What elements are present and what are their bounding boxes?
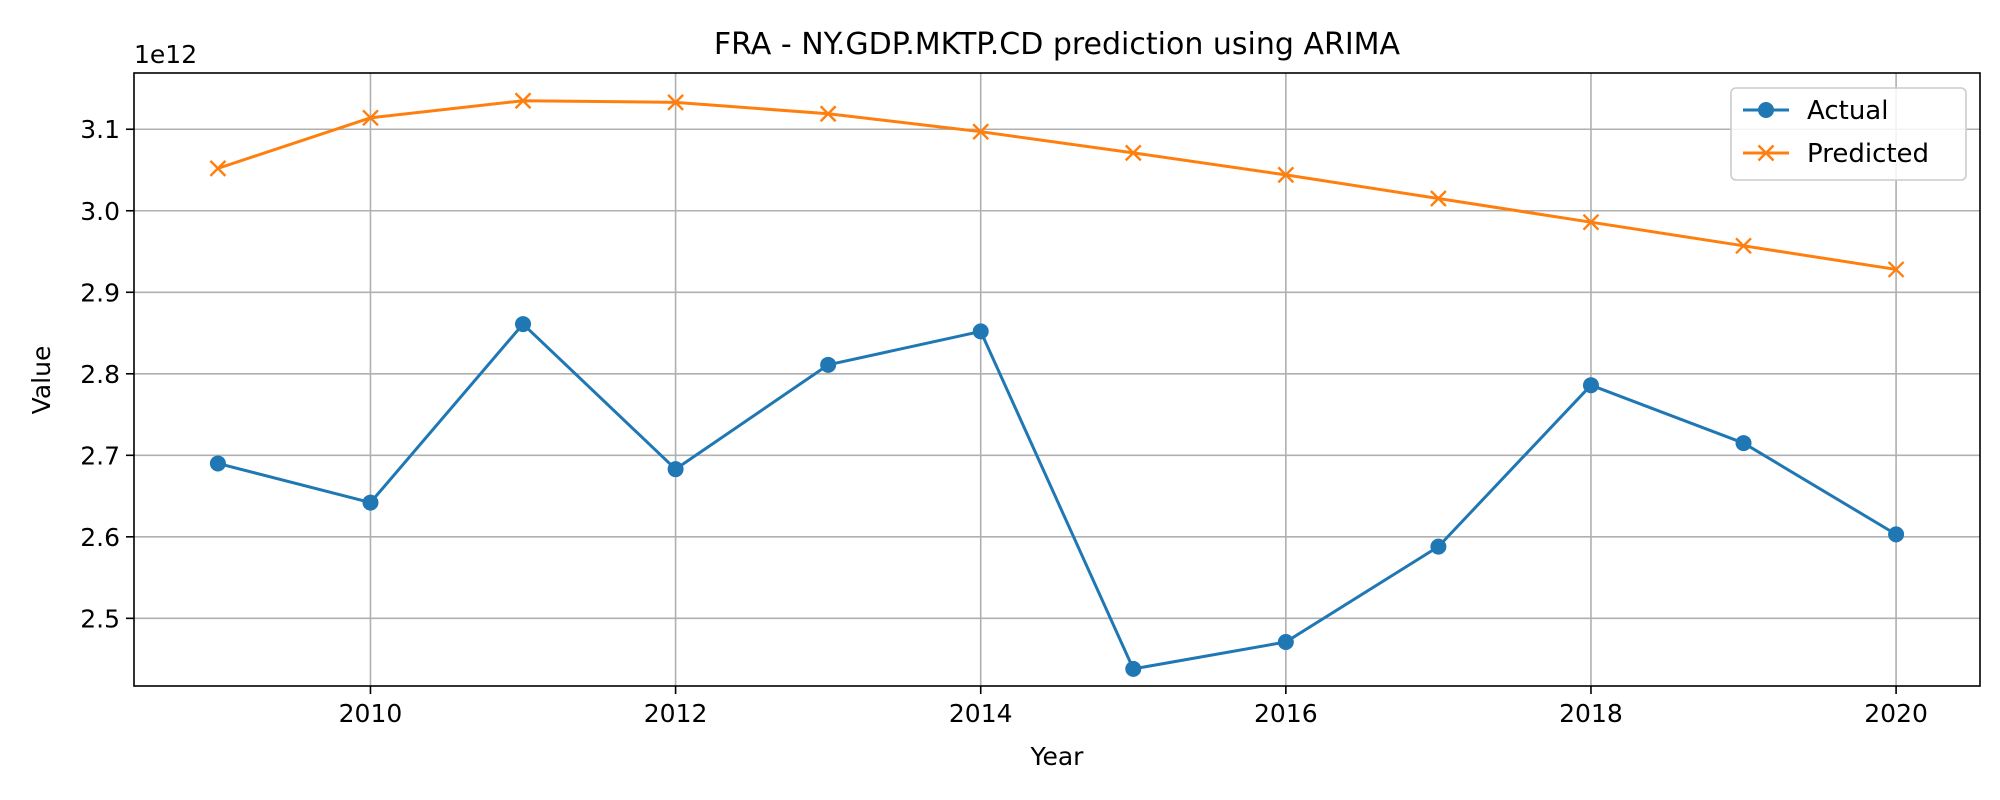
- data-point-predicted: [1124, 144, 1142, 162]
- y-tick-label: 2.6: [80, 523, 120, 552]
- data-point-predicted: [514, 92, 532, 110]
- x-axis-label: Year: [1030, 742, 1085, 771]
- y-tick-label: 2.8: [80, 360, 120, 389]
- data-point-actual: [1125, 660, 1142, 677]
- data-point-actual: [209, 455, 226, 472]
- data-point-actual: [820, 356, 837, 373]
- data-point-predicted: [1582, 213, 1600, 231]
- series-line-predicted: [217, 99, 1897, 271]
- plot-frame: [133, 72, 1981, 687]
- legend-marker: [1758, 102, 1774, 118]
- data-point-predicted: [209, 160, 227, 177]
- y-tick-label: 2.5: [80, 604, 120, 633]
- legend-label: Actual: [1807, 96, 1888, 126]
- data-point-predicted: [362, 109, 379, 127]
- data-point-actual: [1430, 538, 1447, 555]
- data-point-predicted: [1277, 166, 1295, 184]
- x-tick-label: 2010: [339, 699, 403, 728]
- data-point-actual: [667, 461, 684, 478]
- data-point-actual: [1735, 435, 1752, 452]
- x-tick-label: 2012: [644, 699, 708, 728]
- data-point-actual: [1582, 377, 1599, 394]
- y-axis-label: Value: [27, 346, 56, 415]
- series-line-actual: [217, 322, 1897, 671]
- data-point-predicted: [667, 93, 684, 111]
- data-point-predicted: [1735, 237, 1752, 255]
- data-point-actual: [362, 494, 379, 511]
- data-point-actual: [1888, 526, 1905, 543]
- legend-box: [1730, 87, 1967, 181]
- data-point-predicted: [972, 123, 990, 141]
- series-layer: [209, 92, 1905, 677]
- chart-title: FRA - NY.GDP.MKTP.CD prediction using AR…: [714, 27, 1401, 62]
- y-offset-label: 1e12: [134, 40, 197, 69]
- legend-marker: [1757, 144, 1775, 162]
- data-point-actual: [1277, 633, 1294, 650]
- x-tick-label: 2016: [1254, 699, 1318, 728]
- legend-label: Predicted: [1807, 139, 1929, 169]
- y-tick-label: 2.7: [80, 441, 120, 470]
- data-point-actual: [515, 316, 532, 333]
- y-tick-label: 3.0: [80, 197, 120, 226]
- legend: Actual Predicted: [1730, 87, 1967, 181]
- data-point-predicted: [1430, 190, 1447, 207]
- data-point-actual: [972, 323, 989, 340]
- x-tick-label: 2018: [1559, 699, 1623, 728]
- data-point-predicted: [819, 105, 837, 123]
- axis-ticks: 2010 2012 2014 2016 2018 2020 2.5 2.6 2.7 2.8 2.9 3…: [80, 115, 1928, 728]
- data-point-predicted: [1887, 261, 1905, 278]
- x-tick-label: 2014: [949, 699, 1013, 728]
- x-tick-label: 2020: [1864, 699, 1928, 728]
- y-tick-label: 2.9: [80, 278, 120, 307]
- y-tick-label: 3.1: [80, 115, 120, 144]
